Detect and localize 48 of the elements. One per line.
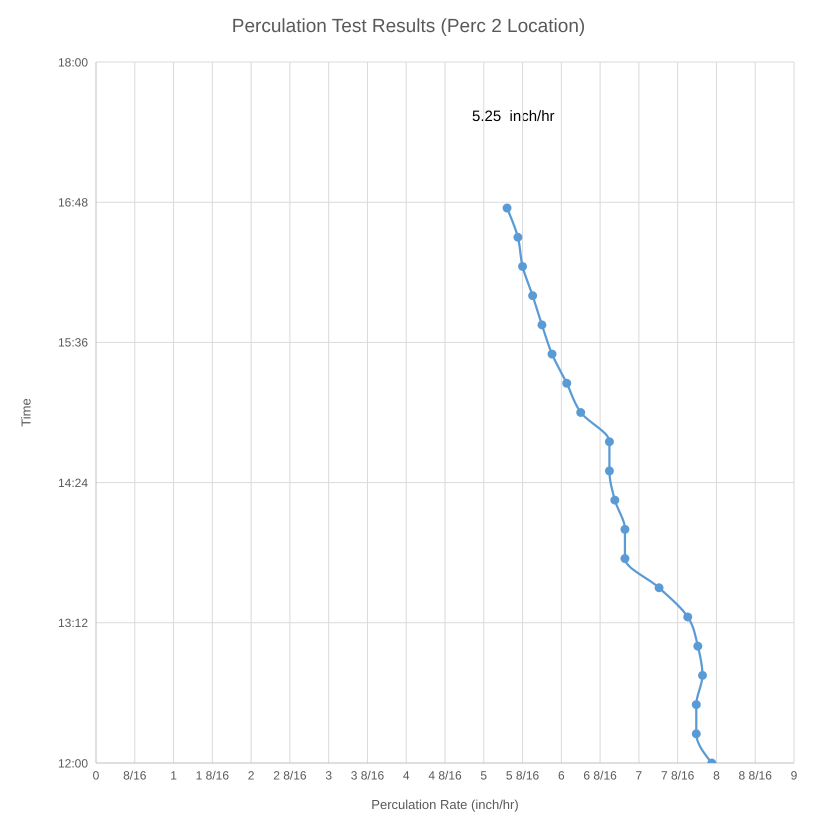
point xyxy=(683,612,692,622)
point xyxy=(692,700,701,710)
x-tick-label: 3 8/16 xyxy=(350,768,384,783)
point xyxy=(502,204,512,213)
x-tick-label: 8/16 xyxy=(123,768,147,783)
x-tick-label: 4 xyxy=(402,768,410,783)
y-tick-label: 15:36 xyxy=(58,336,88,350)
point xyxy=(654,583,664,592)
x-tick-label: 6 8/16 xyxy=(583,768,618,783)
point xyxy=(604,466,614,476)
point xyxy=(576,408,586,417)
point xyxy=(604,437,614,446)
x-tick-label: 6 xyxy=(558,768,565,783)
x-axis-title: Perculation Rate (inch/hr) xyxy=(371,797,519,812)
x-tick-label: 4 8/16 xyxy=(428,768,462,783)
x-tick-label: 5 xyxy=(480,768,488,783)
x-tick-label: 7 8/16 xyxy=(660,768,695,783)
x-tick-label: 2 8/16 xyxy=(273,768,307,783)
y-tick-label: 12:00 xyxy=(58,756,88,770)
x-tick-label: 8 xyxy=(713,768,720,783)
chart-title: Perculation Test Results (Perc 2 Location) xyxy=(230,16,586,38)
x-tick-label: 5 8/16 xyxy=(506,768,540,783)
point xyxy=(513,232,522,242)
y-tick-label: 14:24 xyxy=(58,476,88,490)
x-tick-label: 2 xyxy=(248,768,255,783)
point xyxy=(548,350,557,359)
y-tick-label: 16:48 xyxy=(58,195,88,210)
y-tick-label: 18:00 xyxy=(58,55,88,70)
x-tick-label: 8 8/16 xyxy=(738,768,772,783)
point xyxy=(562,378,572,388)
x-tick-label: 3 xyxy=(325,768,332,783)
y-tick-label: 13:12 xyxy=(58,616,88,630)
point xyxy=(692,729,701,738)
point xyxy=(620,524,630,534)
x-tick-label: 1 xyxy=(170,768,178,783)
x-tick-label: 0 xyxy=(92,768,100,783)
point xyxy=(518,262,528,271)
point xyxy=(528,291,538,300)
point xyxy=(693,642,702,651)
x-tick-label: 9 xyxy=(790,768,798,783)
annotation: 5.25 inch/hr xyxy=(472,108,555,125)
x-tick-label: 1 8/16 xyxy=(196,768,230,783)
point xyxy=(620,554,630,564)
point xyxy=(610,496,620,505)
point xyxy=(698,670,707,680)
x-tick-label: 7 xyxy=(636,768,643,783)
y-axis-title: Time xyxy=(18,398,34,427)
point xyxy=(537,320,546,330)
